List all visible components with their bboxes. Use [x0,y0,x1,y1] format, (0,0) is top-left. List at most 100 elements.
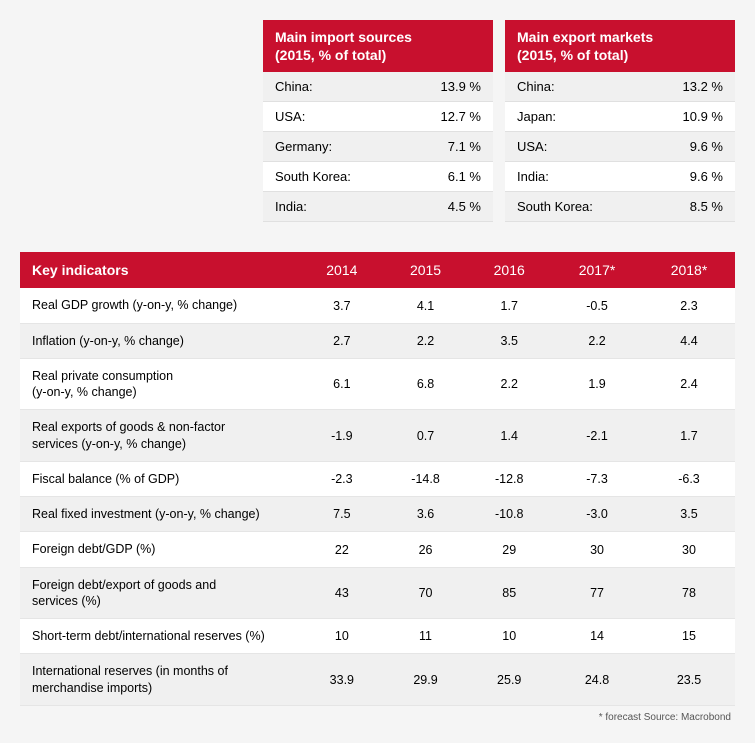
value-label: 12.7 % [441,109,481,124]
value-label: 10.9 % [683,109,723,124]
indicator-value: 85 [467,567,551,619]
indicator-label: Real private consumption (y-on-y, % chan… [20,358,300,410]
exports-body: China:13.2 % Japan:10.9 % USA: 9.6 % Indi… [505,72,735,222]
indicator-value: 2.7 [300,323,384,358]
table-row: South Korea: 6.1 % [263,162,493,192]
country-label: China: [517,79,555,94]
indicator-value: -0.5 [551,288,643,323]
table-row: International reserves (in months of mer… [20,654,735,706]
table-row: Real exports of goods & non-factor servi… [20,410,735,462]
indicator-label: Short-term debt/international reserves (… [20,619,300,654]
indicator-value: 70 [384,567,468,619]
table-row: Germany: 7.1 % [263,132,493,162]
indicator-value: 1.9 [551,358,643,410]
value-label: 6.1 % [448,169,481,184]
year-header: 2017* [551,252,643,288]
country-label: Germany: [275,139,332,154]
value-label: 9.6 % [690,169,723,184]
top-tables-container: Main import sources (2015, % of total) C… [20,20,735,222]
indicator-value: 2.3 [643,288,735,323]
indicator-value: 15 [643,619,735,654]
indicator-value: 1.4 [467,410,551,462]
table-row: Foreign debt/GDP (%)2226293030 [20,532,735,567]
indicator-value: 77 [551,567,643,619]
indicator-value: 22 [300,532,384,567]
indicator-value: -7.3 [551,461,643,496]
country-label: China: [275,79,313,94]
indicator-value: 11 [384,619,468,654]
indicator-value: -14.8 [384,461,468,496]
country-label: India: [275,199,307,214]
table-row: USA:12.7 % [263,102,493,132]
indicator-value: -10.8 [467,497,551,532]
country-label: South Korea: [275,169,351,184]
indicator-value: 6.8 [384,358,468,410]
exports-header: Main export markets (2015, % of total) [505,20,735,72]
year-header: 2014 [300,252,384,288]
indicator-label: Inflation (y-on-y, % change) [20,323,300,358]
value-label: 4.5 % [448,199,481,214]
indicator-value: 24.8 [551,654,643,706]
indicator-label: Foreign debt/export of goods and service… [20,567,300,619]
indicator-value: 3.6 [384,497,468,532]
indicator-value: 33.9 [300,654,384,706]
indicator-label: Real GDP growth (y-on-y, % change) [20,288,300,323]
table-row: Short-term debt/international reserves (… [20,619,735,654]
indicator-value: 6.1 [300,358,384,410]
table-row: Foreign debt/export of goods and service… [20,567,735,619]
indicator-value: 23.5 [643,654,735,706]
indicator-value: -12.8 [467,461,551,496]
indicator-value: 3.5 [467,323,551,358]
indicator-value: 29.9 [384,654,468,706]
value-label: 8.5 % [690,199,723,214]
indicator-value: 1.7 [643,410,735,462]
table-row: China:13.9 % [263,72,493,102]
indicator-value: 3.5 [643,497,735,532]
value-label: 7.1 % [448,139,481,154]
footnote: * forecast Source: Macrobond [20,712,735,723]
indicator-value: 26 [384,532,468,567]
key-header-row: Key indicators 2014 2015 2016 2017* 2018… [20,252,735,288]
table-row: Fiscal balance (% of GDP)-2.3-14.8-12.8-… [20,461,735,496]
indicator-value: 14 [551,619,643,654]
table-row: India: 4.5 % [263,192,493,222]
indicator-value: 10 [300,619,384,654]
indicator-value: 2.2 [551,323,643,358]
table-row: Real GDP growth (y-on-y, % change)3.74.1… [20,288,735,323]
key-indicators-table: Key indicators 2014 2015 2016 2017* 2018… [20,252,735,706]
imports-table: Main import sources (2015, % of total) C… [263,20,493,222]
year-header: 2015 [384,252,468,288]
year-header: 2016 [467,252,551,288]
table-row: USA: 9.6 % [505,132,735,162]
country-label: USA: [517,139,547,154]
exports-table: Main export markets (2015, % of total) C… [505,20,735,222]
table-row: Japan:10.9 % [505,102,735,132]
country-label: India: [517,169,549,184]
year-header: 2018* [643,252,735,288]
imports-header: Main import sources (2015, % of total) [263,20,493,72]
indicator-label: Foreign debt/GDP (%) [20,532,300,567]
indicator-value: 10 [467,619,551,654]
indicator-value: 7.5 [300,497,384,532]
indicator-label: Fiscal balance (% of GDP) [20,461,300,496]
indicator-value: 30 [551,532,643,567]
table-row: India: 9.6 % [505,162,735,192]
indicator-value: 2.2 [467,358,551,410]
indicator-value: 2.2 [384,323,468,358]
indicator-label: Real exports of goods & non-factor servi… [20,410,300,462]
indicator-label: Real fixed investment (y-on-y, % change) [20,497,300,532]
key-body: Real GDP growth (y-on-y, % change)3.74.1… [20,288,735,705]
indicator-value: 78 [643,567,735,619]
value-label: 9.6 % [690,139,723,154]
key-header-label: Key indicators [20,252,300,288]
indicator-value: 43 [300,567,384,619]
country-label: South Korea: [517,199,593,214]
indicator-value: -1.9 [300,410,384,462]
table-row: China:13.2 % [505,72,735,102]
indicator-value: -6.3 [643,461,735,496]
indicator-value: 30 [643,532,735,567]
indicator-value: -2.3 [300,461,384,496]
table-row: South Korea: 8.5 % [505,192,735,222]
imports-body: China:13.9 % USA:12.7 % Germany: 7.1 % So… [263,72,493,222]
table-row: Inflation (y-on-y, % change)2.72.23.52.2… [20,323,735,358]
